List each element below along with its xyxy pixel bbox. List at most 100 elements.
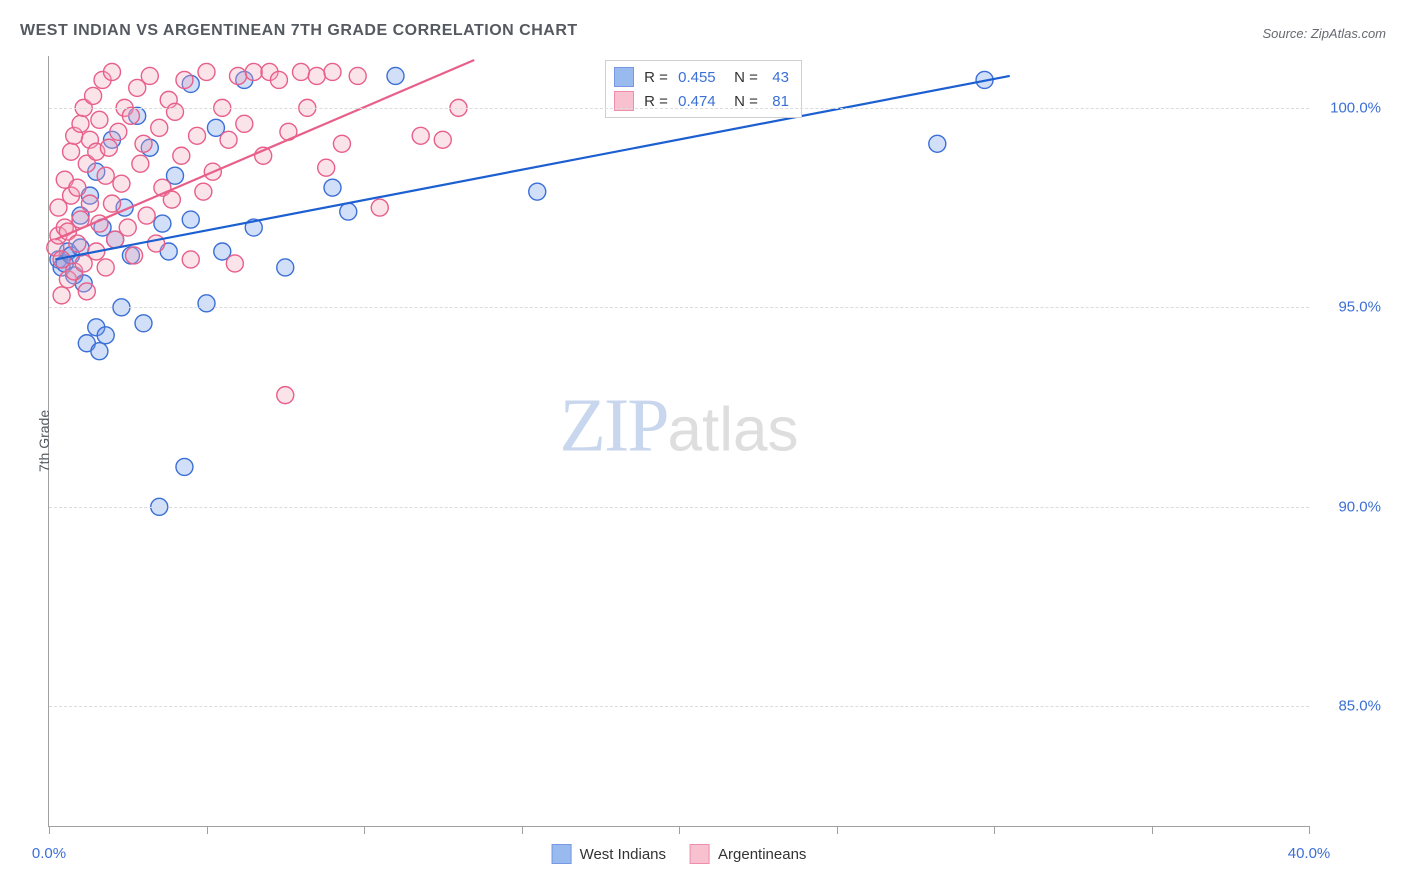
x-tick <box>1309 826 1310 834</box>
west_indians-trendline <box>55 76 1009 260</box>
argentineans-point <box>167 103 184 120</box>
chart-container: WEST INDIAN VS ARGENTINEAN 7TH GRADE COR… <box>0 0 1406 892</box>
west_indians-point <box>198 295 215 312</box>
argentineans-point <box>318 159 335 176</box>
argentineans-point <box>412 127 429 144</box>
x-tick-label: 40.0% <box>1288 845 1331 862</box>
x-tick-label: 0.0% <box>32 845 66 862</box>
argentineans-point <box>132 155 149 172</box>
stats-n-value: 43 <box>768 69 789 86</box>
argentineans-point <box>434 131 451 148</box>
argentineans-point <box>195 183 212 200</box>
west_indians-point <box>135 315 152 332</box>
argentineans-point <box>91 111 108 128</box>
series-legend: West Indians Argentineans <box>552 844 807 864</box>
west_indians-point <box>91 343 108 360</box>
argentineans-point <box>148 235 165 252</box>
stats-n-label: N = <box>722 69 762 86</box>
west_indians-point <box>340 203 357 220</box>
x-tick <box>679 826 680 834</box>
west_indians-point <box>154 215 171 232</box>
chart-svg <box>49 56 1309 826</box>
argentineans-point <box>189 127 206 144</box>
argentineans-point <box>293 63 310 80</box>
west_indians-point <box>324 179 341 196</box>
argentineans-point <box>198 63 215 80</box>
argentineans-point <box>135 135 152 152</box>
series-legend-item-argentineans: Argentineans <box>690 844 806 864</box>
argentineans-point <box>104 195 121 212</box>
x-tick <box>49 826 50 834</box>
argentineans-point <box>245 63 262 80</box>
west_indians-swatch-icon <box>614 67 634 87</box>
argentineans-point <box>97 167 114 184</box>
x-tick <box>1152 826 1153 834</box>
stats-legend: R = 0.455 N = 43 R = 0.474 N = 81 <box>605 60 802 118</box>
argentineans-point <box>138 207 155 224</box>
gridline <box>49 108 1309 109</box>
west_indians-point <box>387 67 404 84</box>
argentineans-point <box>113 175 130 192</box>
argentineans-point <box>270 71 287 88</box>
chart-title: WEST INDIAN VS ARGENTINEAN 7TH GRADE COR… <box>20 22 578 40</box>
argentineans-point <box>72 115 89 132</box>
x-tick <box>994 826 995 834</box>
gridline <box>49 507 1309 508</box>
argentineans-legend-swatch-icon <box>690 844 710 864</box>
y-tick-label: 95.0% <box>1338 299 1381 316</box>
argentineans-point <box>277 387 294 404</box>
argentineans-point <box>182 251 199 268</box>
argentineans-point <box>349 67 366 84</box>
west_indians-point <box>929 135 946 152</box>
y-tick-label: 90.0% <box>1338 498 1381 515</box>
argentineans-point <box>324 63 341 80</box>
argentineans-point <box>69 179 86 196</box>
argentineans-point <box>69 235 86 252</box>
argentineans-point <box>122 107 139 124</box>
plot-area: 7th Grade ZIPatlas R = 0.455 N = 43 R = … <box>48 56 1309 827</box>
argentineans-point <box>78 283 95 300</box>
argentineans-point <box>176 71 193 88</box>
argentineans-point <box>63 143 80 160</box>
y-tick-label: 85.0% <box>1338 698 1381 715</box>
west_indians-point <box>97 327 114 344</box>
west_indians-point <box>176 458 193 475</box>
argentineans-point <box>119 219 136 236</box>
argentineans-point <box>236 115 253 132</box>
x-tick <box>207 826 208 834</box>
argentineans-point <box>110 123 127 140</box>
argentineans-point <box>100 139 117 156</box>
argentineans-point <box>104 63 121 80</box>
source-attribution: Source: ZipAtlas.com <box>1262 26 1386 41</box>
argentineans-point <box>230 67 247 84</box>
argentineans-point <box>333 135 350 152</box>
argentineans-point <box>371 199 388 216</box>
argentineans-point <box>220 131 237 148</box>
series-legend-label: Argentineans <box>718 846 806 863</box>
argentineans-point <box>53 287 70 304</box>
argentineans-point <box>151 119 168 136</box>
stats-r-label: R = <box>640 69 672 86</box>
argentineans-point <box>85 87 102 104</box>
y-tick-label: 100.0% <box>1330 99 1381 116</box>
west_indians-point <box>182 211 199 228</box>
argentineans-point <box>126 247 143 264</box>
gridline <box>49 307 1309 308</box>
west_indians-legend-swatch-icon <box>552 844 572 864</box>
argentineans-point <box>97 259 114 276</box>
argentineans-point <box>308 67 325 84</box>
argentineans-trendline <box>55 60 474 240</box>
series-legend-label: West Indians <box>580 846 666 863</box>
argentineans-point <box>141 67 158 84</box>
west_indians-point <box>277 259 294 276</box>
stats-legend-row-west_indians: R = 0.455 N = 43 <box>614 65 789 89</box>
argentineans-point <box>226 255 243 272</box>
x-tick <box>364 826 365 834</box>
argentineans-point <box>81 195 98 212</box>
x-tick <box>522 826 523 834</box>
series-legend-item-west_indians: West Indians <box>552 844 666 864</box>
stats-legend-row-argentineans: R = 0.474 N = 81 <box>614 89 789 113</box>
gridline <box>49 706 1309 707</box>
west_indians-point <box>529 183 546 200</box>
x-tick <box>837 826 838 834</box>
